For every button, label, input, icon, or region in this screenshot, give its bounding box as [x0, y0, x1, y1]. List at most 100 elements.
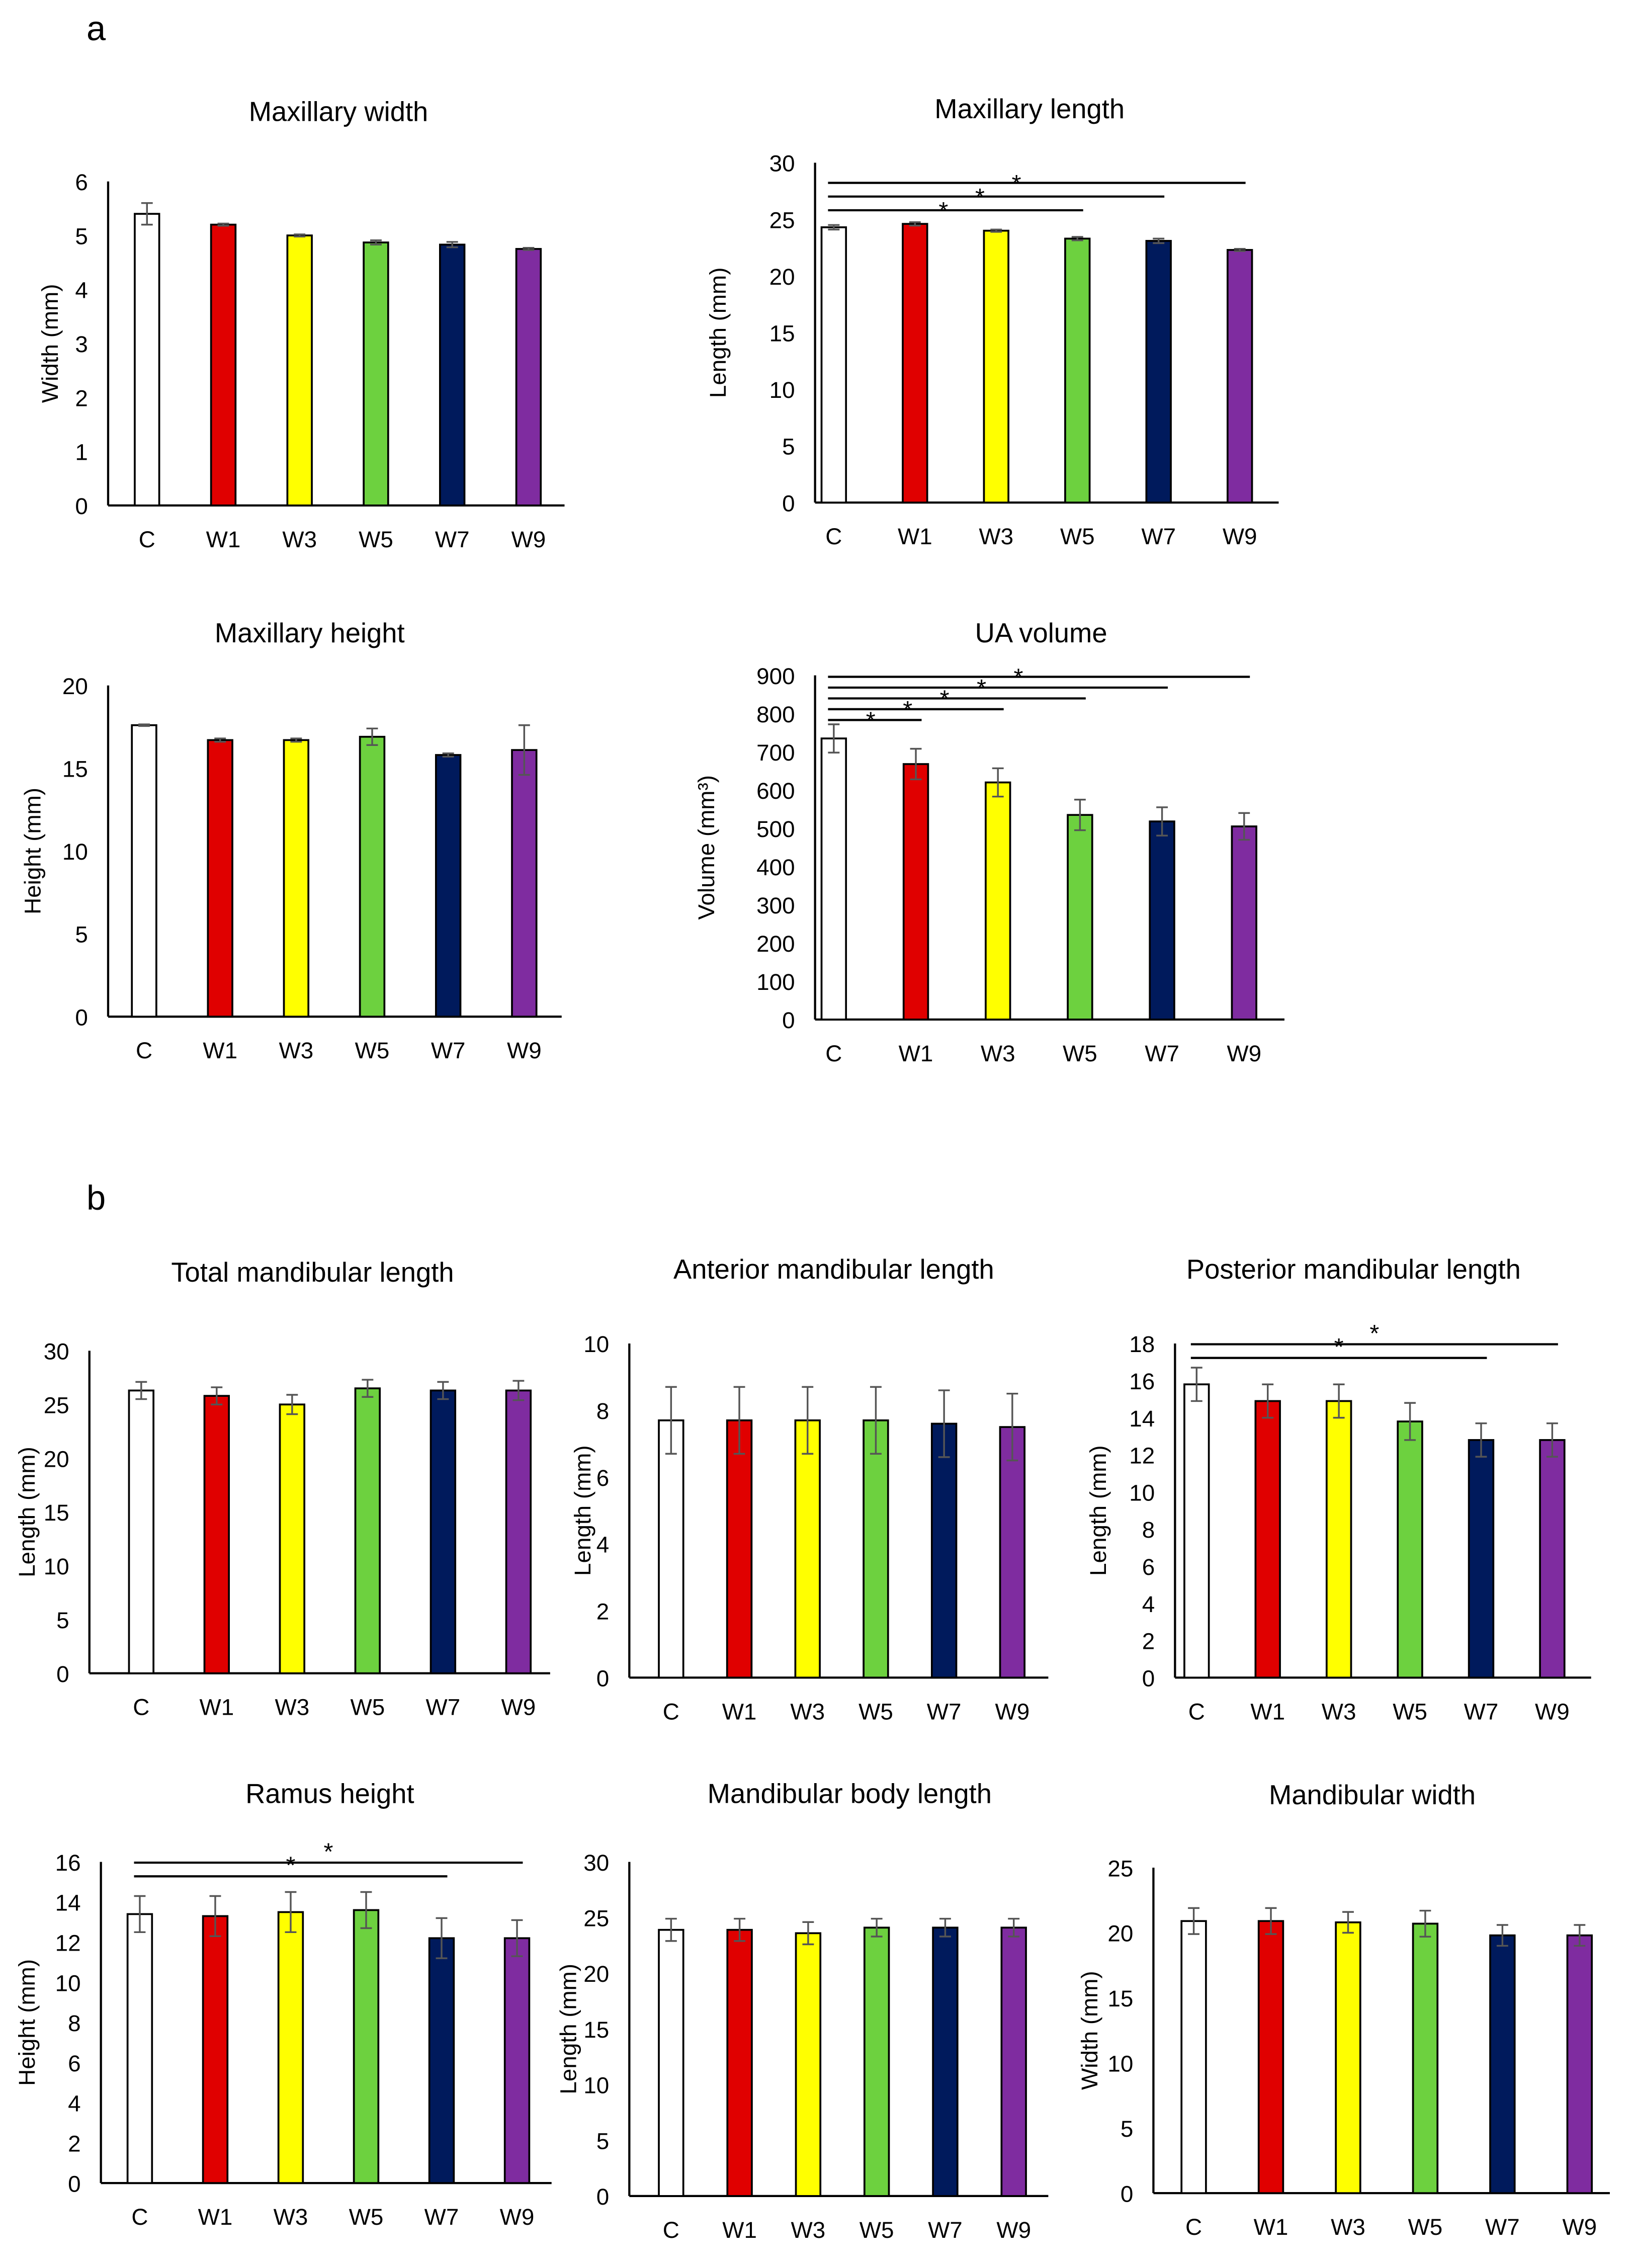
error-bar-W7	[436, 1917, 448, 1959]
y-tick-label: 5	[56, 1608, 69, 1633]
y-tick-label: 800	[756, 702, 795, 727]
chart-title: Ramus height	[245, 1778, 414, 1809]
bar-W7	[439, 243, 466, 507]
bar-W7	[428, 1937, 455, 2184]
error-bar-C	[134, 1895, 146, 1934]
chart-title: Total mandibular length	[171, 1257, 454, 1288]
y-axis-label: Width (mm)	[1077, 1971, 1102, 2090]
y-tick-label: 100	[756, 969, 795, 995]
bar-W1	[902, 223, 928, 503]
bar-W3	[277, 1911, 304, 2184]
significance-star: *	[1014, 664, 1023, 691]
bar-W1	[726, 1928, 753, 2197]
error-bar-W9	[523, 247, 535, 251]
x-tick-label: C	[663, 1699, 679, 1724]
bar-W1	[210, 223, 237, 507]
chart-maxillary-width: Maxillary width Width (mm) 0 1 2 3 4 5 6 C W1 W3 W5 W…	[37, 96, 565, 552]
y-tick-label: 5	[782, 434, 795, 460]
chart-maxillary-height: Maxillary height Height (mm) 0 5 10 15 20 C W1 W3…	[20, 618, 562, 1063]
bar-W9	[1566, 1934, 1593, 2194]
x-tick-label: W7	[1141, 524, 1176, 549]
y-tick-label: 5	[75, 223, 88, 249]
x-tick-label: W9	[1535, 1699, 1570, 1724]
y-tick-label: 0	[782, 1007, 795, 1033]
y-tick-label: 200	[756, 931, 795, 957]
x-tick-label: C	[1188, 1699, 1205, 1724]
x-tick-label: W7	[431, 1038, 466, 1063]
error-bar-W1	[217, 222, 229, 227]
significance-star: *	[940, 686, 950, 713]
x-tick-label: W1	[722, 1699, 757, 1724]
y-tick-label: 10	[583, 1331, 609, 1357]
bar-W9	[515, 248, 542, 507]
y-tick-label: 14	[1129, 1406, 1155, 1432]
error-bar-W5	[366, 727, 378, 746]
error-bar-W9	[511, 1919, 523, 1957]
x-tick-label: W3	[790, 1699, 825, 1724]
bar-W3	[1325, 1400, 1352, 1679]
error-bar-W3	[992, 767, 1004, 798]
error-bar-W5	[362, 1379, 374, 1398]
bar-W3	[286, 234, 313, 507]
x-tick-label: C	[825, 1041, 842, 1066]
y-tick-label: 5	[596, 2128, 609, 2154]
y-tick-label: 6	[1142, 1554, 1155, 1580]
bar-C	[658, 1419, 684, 1679]
x-tick-label: W5	[351, 1695, 385, 1720]
y-tick-label: 14	[55, 1890, 81, 1916]
x-tick-label: W3	[282, 527, 317, 552]
x-tick-label: W1	[1250, 1699, 1285, 1724]
bar-C	[128, 1389, 155, 1674]
y-tick-label: 8	[1142, 1517, 1155, 1543]
chart-anterior-mandibular-length: Anterior mandibular length Length (mm) 0 2 4…	[570, 1254, 1049, 1724]
y-tick-label: 2	[596, 1599, 609, 1625]
bar-W9	[511, 749, 538, 1018]
error-bar-W3	[1342, 1911, 1354, 1934]
error-bar-W9	[1006, 1392, 1018, 1462]
y-axis-label: Length (mm)	[1085, 1445, 1111, 1576]
y-tick-label: 700	[756, 740, 795, 766]
panel-label-b: b	[87, 1179, 106, 1217]
error-bar-W5	[360, 1891, 372, 1929]
y-tick-label: 0	[75, 493, 88, 519]
y-tick-label: 0	[56, 1661, 69, 1687]
error-bar-W3	[802, 1386, 814, 1455]
y-tick-label: 30	[44, 1339, 69, 1365]
error-bar-W5	[1071, 236, 1083, 241]
y-tick-label: 10	[583, 2073, 609, 2098]
bar-W3	[985, 781, 1011, 1021]
y-tick-label: 6	[75, 170, 88, 195]
significance-star: *	[1369, 1320, 1379, 1347]
error-bar-C	[1190, 1367, 1202, 1402]
y-tick-label: 16	[1129, 1369, 1155, 1394]
x-tick-label: W5	[349, 2204, 384, 2230]
chart-title: Maxillary length	[934, 94, 1125, 124]
y-tick-label: 18	[1129, 1331, 1155, 1357]
chart-title: Mandibular body length	[708, 1778, 992, 1809]
error-bar-W5	[1404, 1402, 1416, 1441]
x-tick-label: W7	[927, 1699, 962, 1724]
error-bar-W5	[1419, 1909, 1431, 1938]
y-tick-label: 10	[44, 1554, 69, 1579]
x-tick-label: W3	[279, 1038, 314, 1063]
y-tick-label: 8	[596, 1398, 609, 1424]
error-bar-W1	[209, 1895, 221, 1938]
y-tick-label: 15	[1107, 1986, 1133, 2011]
bar-W1	[1257, 1920, 1284, 2194]
y-tick-label: 4	[75, 278, 88, 303]
x-tick-label: W3	[1331, 2214, 1365, 2240]
error-bar-W9	[1238, 812, 1250, 841]
chart-mandibular-body-length: Mandibular body length Length (mm) 0 5 10 15 2…	[555, 1778, 1049, 2243]
error-bar-C	[138, 723, 150, 727]
significance-star: *	[1012, 170, 1021, 197]
error-bar-W7	[442, 752, 454, 758]
chart-title: UA volume	[975, 618, 1107, 648]
y-tick-label: 20	[1107, 1921, 1133, 1947]
bar-C	[131, 724, 157, 1018]
significance-star: *	[938, 197, 948, 224]
y-tick-label: 30	[769, 151, 795, 177]
error-bar-W1	[909, 221, 921, 227]
y-tick-label: 15	[769, 320, 795, 346]
y-tick-label: 25	[769, 207, 795, 233]
error-bar-W5	[370, 239, 382, 246]
